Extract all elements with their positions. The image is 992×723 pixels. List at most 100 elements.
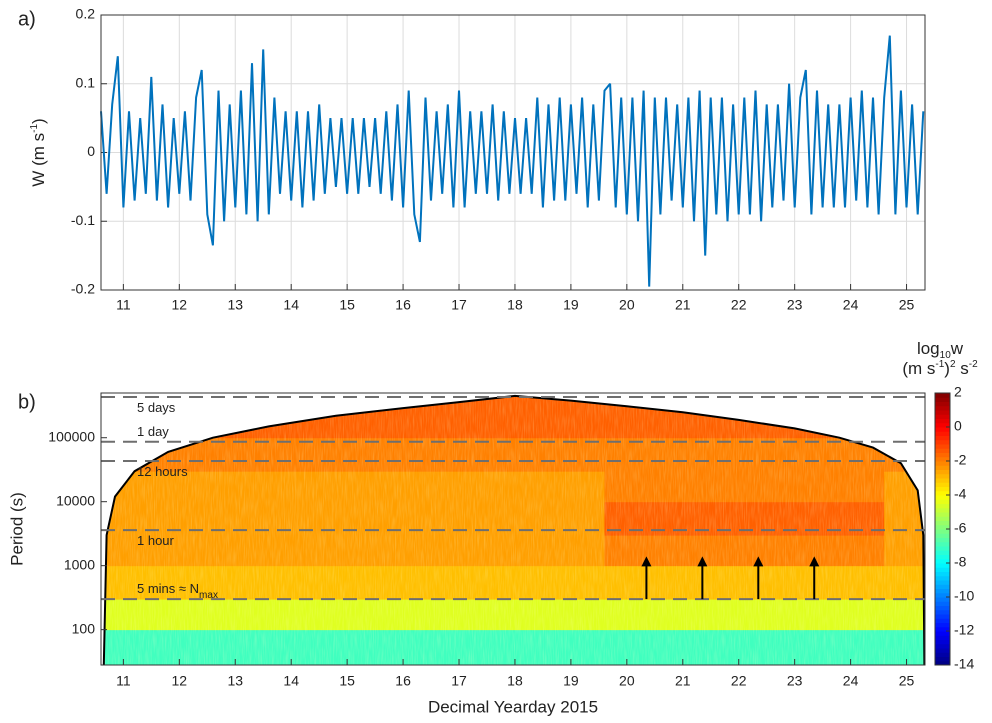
x-tick-label: 14 (283, 673, 299, 689)
colorbar-swatch (935, 486, 950, 492)
plot-frame (100, 14, 926, 291)
x-tick-label: 17 (451, 673, 467, 689)
colorbar-tick-label: -2 (954, 452, 967, 468)
x-tick-label: 16 (395, 673, 411, 689)
colorbar-swatch (935, 507, 950, 513)
colorbar-swatch (935, 614, 950, 619)
y-axis-label: Period (s) (7, 492, 26, 566)
colorbar-swatch (935, 393, 950, 398)
colorbar-swatch (935, 597, 950, 602)
colorbar-swatch (935, 401, 950, 407)
x-tick-label: 24 (843, 673, 859, 689)
reference-label: 1 hour (137, 534, 175, 549)
heatmap-cell (884, 395, 925, 439)
data-line (100, 35, 925, 287)
panel-label: b) (18, 391, 36, 413)
colorbar-swatch (935, 639, 950, 645)
colorbar-tick-label: -14 (954, 656, 974, 672)
x-tick-label: 24 (843, 297, 859, 313)
colorbar-swatch (935, 622, 950, 628)
y-tick-label: 10000 (56, 492, 95, 508)
colorbar-swatch (935, 631, 950, 636)
x-tick-label: 13 (227, 297, 243, 313)
x-tick-label: 22 (731, 297, 747, 313)
colorbar-swatch (935, 410, 950, 415)
colorbar-swatch (935, 469, 950, 475)
y-tick-label: 100000 (48, 428, 95, 444)
x-tick-label: 11 (116, 673, 131, 689)
colorbar-label: (m s-1)2 s-2 (902, 359, 978, 378)
colorbar-swatch (935, 448, 950, 453)
reference-label: 5 mins ≈ Nmax (137, 582, 218, 602)
colorbar-swatch (935, 422, 950, 428)
y-tick-label: 0 (87, 143, 95, 159)
x-tick-label: 18 (507, 673, 523, 689)
x-tick-label: 20 (619, 297, 635, 313)
colorbar-swatch (935, 516, 950, 521)
colorbar-swatch (935, 397, 950, 402)
label-part: w (950, 339, 964, 358)
label-part: 12 hours (137, 464, 188, 479)
label-part: 5 mins ≈ N (137, 582, 199, 597)
colorbar-swatch (935, 435, 950, 441)
colorbar-swatch (935, 512, 950, 517)
reference-label: 1 day (137, 424, 169, 439)
colorbar-swatch (935, 656, 950, 662)
colorbar-swatch (935, 482, 950, 487)
y-tick-label: 100 (72, 620, 96, 636)
colorbar-swatch (935, 563, 950, 568)
colorbar-swatch (935, 520, 950, 526)
label-part: 10 (940, 350, 952, 361)
colorbar-swatch (935, 567, 950, 572)
x-tick-label: 11 (116, 297, 131, 313)
y-tick-label: -0.2 (71, 281, 95, 297)
colorbar-swatch (935, 456, 950, 462)
colorbar-swatch (935, 592, 950, 598)
x-tick-label: 19 (563, 673, 579, 689)
label-part: ) (29, 118, 48, 124)
x-tick-label: 23 (787, 673, 803, 689)
x-tick-label: 15 (339, 673, 355, 689)
colorbar-swatch (935, 503, 950, 509)
reference-label: 12 hours (137, 464, 188, 479)
arrow-head (753, 556, 764, 567)
x-tick-label: 17 (451, 297, 467, 313)
label-part: -1 (29, 124, 40, 133)
colorbar-swatch (935, 431, 950, 436)
colorbar-swatch (935, 405, 950, 411)
colorbar-swatch (935, 465, 950, 470)
colorbar-swatch (935, 575, 950, 581)
x-tick-label: 19 (563, 297, 579, 313)
label-part: s (956, 359, 969, 378)
colorbar-swatch (935, 626, 950, 632)
colorbar-swatch (935, 618, 950, 623)
x-tick-label: 25 (899, 673, 915, 689)
arrow-head (641, 556, 652, 567)
colorbar-swatch (935, 588, 950, 594)
y-tick-label: 0.1 (76, 74, 96, 90)
colorbar-swatch (935, 490, 950, 496)
colorbar-swatch (935, 541, 950, 547)
arrow-head (809, 556, 820, 567)
label-part: 1 day (137, 424, 169, 439)
x-tick-label: 21 (675, 673, 691, 689)
label-part: 5 days (137, 400, 176, 415)
colorbar-swatch (935, 499, 950, 504)
x-tick-label: 15 (339, 297, 355, 313)
colorbar-swatch (935, 580, 950, 585)
colorbar-swatch (935, 554, 950, 560)
colorbar-swatch (935, 529, 950, 534)
arrow-head (697, 556, 708, 567)
colorbar-swatch (935, 571, 950, 577)
plot-frame (100, 392, 926, 666)
y-tick-label: 1000 (64, 556, 95, 572)
colorbar-swatch (935, 537, 950, 543)
colorbar-swatch (935, 550, 950, 555)
colorbar-tick-label: -10 (954, 588, 974, 604)
label-part: 2 (950, 359, 956, 370)
y-tick-label: 0.2 (76, 6, 96, 22)
colorbar-swatch (935, 609, 950, 615)
colorbar-swatch (935, 546, 950, 551)
y-tick-label: -0.1 (71, 212, 95, 228)
